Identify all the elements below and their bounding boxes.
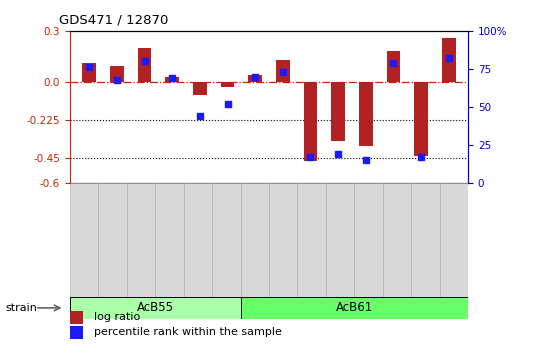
- Bar: [269, 183, 298, 297]
- Point: [112, 77, 121, 82]
- Bar: [183, 183, 212, 297]
- Bar: [212, 183, 240, 297]
- Bar: [383, 183, 411, 297]
- Text: AcB55: AcB55: [137, 302, 174, 314]
- Point: [389, 60, 398, 66]
- Point: [362, 157, 370, 163]
- Point: [334, 151, 342, 157]
- Bar: [411, 183, 440, 297]
- Bar: [414, 82, 428, 156]
- Text: GDS471 / 12870: GDS471 / 12870: [59, 14, 168, 27]
- Point: [140, 59, 149, 64]
- Bar: [440, 183, 468, 297]
- Bar: [70, 310, 83, 324]
- Bar: [110, 67, 124, 82]
- Bar: [155, 183, 183, 297]
- Text: log ratio: log ratio: [94, 312, 140, 322]
- Bar: [82, 63, 96, 82]
- Bar: [303, 82, 317, 161]
- Point: [85, 65, 94, 70]
- Bar: [70, 326, 83, 339]
- Point: [417, 154, 426, 160]
- Bar: [221, 82, 235, 87]
- Bar: [193, 82, 207, 95]
- Point: [444, 56, 453, 61]
- Bar: [386, 51, 400, 82]
- Point: [196, 113, 204, 119]
- Bar: [331, 82, 345, 141]
- Bar: [298, 183, 326, 297]
- Bar: [359, 82, 373, 146]
- Bar: [138, 48, 152, 82]
- Point: [306, 154, 315, 160]
- Text: strain: strain: [5, 303, 37, 313]
- Bar: [98, 183, 127, 297]
- Bar: [248, 75, 262, 82]
- Bar: [240, 297, 468, 319]
- Bar: [70, 183, 98, 297]
- Point: [223, 101, 232, 107]
- Bar: [326, 183, 355, 297]
- Text: AcB61: AcB61: [336, 302, 373, 314]
- Bar: [355, 183, 383, 297]
- Point: [168, 75, 176, 81]
- Bar: [70, 297, 240, 319]
- Point: [279, 69, 287, 75]
- Point: [251, 74, 259, 79]
- Bar: [165, 77, 179, 82]
- Bar: [276, 60, 290, 82]
- Bar: [442, 38, 456, 82]
- Bar: [127, 183, 155, 297]
- Text: percentile rank within the sample: percentile rank within the sample: [94, 327, 282, 337]
- Bar: [240, 183, 269, 297]
